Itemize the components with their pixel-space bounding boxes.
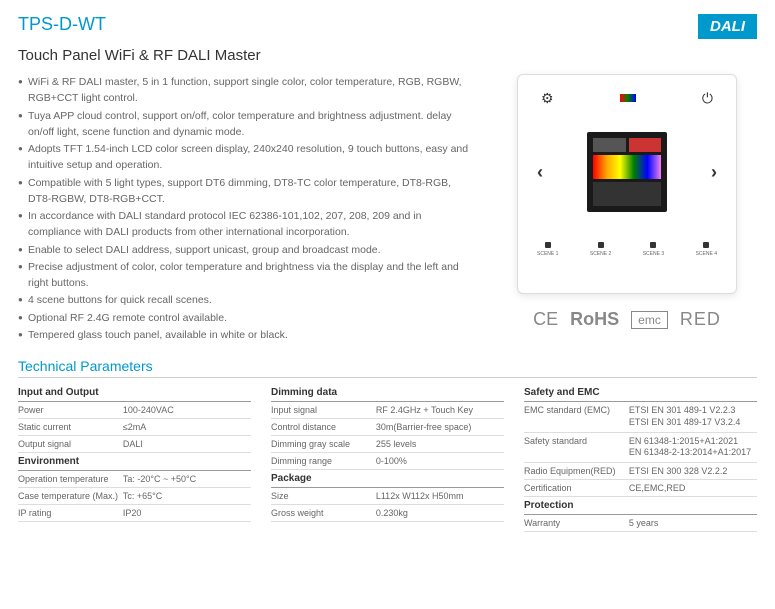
feature-item: Tempered glass touch panel, available in…: [18, 327, 477, 343]
param-value: RF 2.4GHz + Touch Key: [376, 405, 504, 415]
param-group-header: Input and Output: [18, 384, 251, 402]
scene-button: SCENE 3: [643, 242, 664, 257]
param-group-header: Protection: [524, 497, 757, 515]
param-row: Static current≤2mA: [18, 419, 251, 436]
feature-item: Enable to select DALI address, support u…: [18, 242, 477, 258]
param-label: Certification: [524, 483, 629, 493]
param-value: 0-100%: [376, 456, 504, 466]
left-arrow-icon: ‹: [537, 162, 543, 183]
param-value: 30m(Barrier-free space): [376, 422, 504, 432]
param-group-header: Package: [271, 470, 504, 488]
param-value: CE,EMC,RED: [629, 483, 757, 493]
param-group-header: Dimming data: [271, 384, 504, 402]
param-value: 255 levels: [376, 439, 504, 449]
param-value: ETSI EN 300 328 V2.2.2: [629, 466, 757, 476]
feature-list: WiFi & RF DALI master, 5 in 1 function, …: [18, 74, 477, 343]
param-column: Dimming dataInput signalRF 2.4GHz + Touc…: [271, 384, 504, 532]
param-row: Power100-240VAC: [18, 402, 251, 419]
param-row: Dimming gray scale255 levels: [271, 436, 504, 453]
param-row: Gross weight0.230kg: [271, 505, 504, 522]
feature-item: Precise adjustment of color, color tempe…: [18, 259, 477, 292]
param-row: Radio Equipmen(RED)ETSI EN 300 328 V2.2.…: [524, 463, 757, 480]
param-row: Dimming range0-100%: [271, 453, 504, 470]
param-row: Output signalDALI: [18, 436, 251, 453]
device-image: ⚙ ⏻ ‹ › SCENE 1 SCENE 2 SCENE 3 SCENE 4: [517, 74, 737, 294]
gear-icon: ⚙: [541, 90, 554, 107]
param-value: L112x W112x H50mm: [376, 491, 504, 501]
param-column: Input and OutputPower100-240VACStatic cu…: [18, 384, 251, 532]
param-label: Operation temperature: [18, 474, 123, 484]
param-label: Input signal: [271, 405, 376, 415]
param-label: Safety standard: [524, 436, 629, 459]
param-label: Output signal: [18, 439, 123, 449]
param-row: Safety standardEN 61348-1:2015+A1:2021EN…: [524, 433, 757, 463]
param-value: ETSI EN 301 489-1 V2.2.3ETSI EN 301 489-…: [629, 405, 757, 428]
param-row: Input signalRF 2.4GHz + Touch Key: [271, 402, 504, 419]
param-value: 5 years: [629, 518, 757, 528]
scene-button: SCENE 1: [537, 242, 558, 257]
power-icon: ⏻: [702, 90, 713, 107]
param-row: SizeL112x W112x H50mm: [271, 488, 504, 505]
param-row: Operation temperatureTa: -20°C ~ +50°C: [18, 471, 251, 488]
param-label: Power: [18, 405, 123, 415]
param-group-header: Safety and EMC: [524, 384, 757, 402]
param-value: 100-240VAC: [123, 405, 251, 415]
feature-item: Optional RF 2.4G remote control availabl…: [18, 310, 477, 326]
param-group-header: Environment: [18, 453, 251, 471]
param-row: Case temperature (Max.)Tc: +65°C: [18, 488, 251, 505]
feature-item: In accordance with DALI standard protoco…: [18, 208, 477, 241]
color-icon: [620, 94, 636, 102]
product-title: Touch Panel WiFi & RF DALI Master: [18, 47, 757, 64]
param-label: Dimming range: [271, 456, 376, 466]
certifications: CE RoHS emc RED: [533, 309, 721, 330]
param-label: EMC standard (EMC): [524, 405, 629, 428]
emc-mark: emc: [631, 311, 668, 329]
param-value: Tc: +65°C: [123, 491, 251, 501]
dali-badge: DALI: [698, 14, 757, 39]
feature-item: Compatible with 5 light types, support D…: [18, 175, 477, 208]
param-row: EMC standard (EMC)ETSI EN 301 489-1 V2.2…: [524, 402, 757, 432]
feature-item: WiFi & RF DALI master, 5 in 1 function, …: [18, 74, 477, 107]
model-number: TPS-D-WT: [18, 14, 106, 35]
param-label: IP rating: [18, 508, 123, 518]
scene-button: SCENE 4: [696, 242, 717, 257]
param-value: EN 61348-1:2015+A1:2021EN 61348-2-13:201…: [629, 436, 757, 459]
param-value: 0.230kg: [376, 508, 504, 518]
param-column: Safety and EMCEMC standard (EMC)ETSI EN …: [524, 384, 757, 532]
right-arrow-icon: ›: [711, 162, 717, 183]
param-label: Gross weight: [271, 508, 376, 518]
param-value: IP20: [123, 508, 251, 518]
red-mark: RED: [680, 309, 721, 330]
feature-item: Adopts TFT 1.54-inch LCD color screen di…: [18, 141, 477, 174]
param-value: DALI: [123, 439, 251, 449]
scene-button: SCENE 2: [590, 242, 611, 257]
param-label: Dimming gray scale: [271, 439, 376, 449]
param-label: Warranty: [524, 518, 629, 528]
param-row: Control distance30m(Barrier-free space): [271, 419, 504, 436]
feature-item: 4 scene buttons for quick recall scenes.: [18, 292, 477, 308]
param-row: CertificationCE,EMC,RED: [524, 480, 757, 497]
param-value: Ta: -20°C ~ +50°C: [123, 474, 251, 484]
param-row: IP ratingIP20: [18, 505, 251, 522]
param-label: Size: [271, 491, 376, 501]
param-label: Control distance: [271, 422, 376, 432]
feature-item: Tuya APP cloud control, support on/off, …: [18, 108, 477, 141]
param-value: ≤2mA: [123, 422, 251, 432]
param-label: Case temperature (Max.): [18, 491, 123, 501]
rohs-mark: RoHS: [570, 309, 619, 330]
tech-params-header: Technical Parameters: [18, 358, 757, 378]
param-label: Static current: [18, 422, 123, 432]
param-row: Warranty5 years: [524, 515, 757, 532]
param-label: Radio Equipmen(RED): [524, 466, 629, 476]
ce-mark: CE: [533, 309, 558, 330]
lcd-screen: [587, 132, 667, 212]
